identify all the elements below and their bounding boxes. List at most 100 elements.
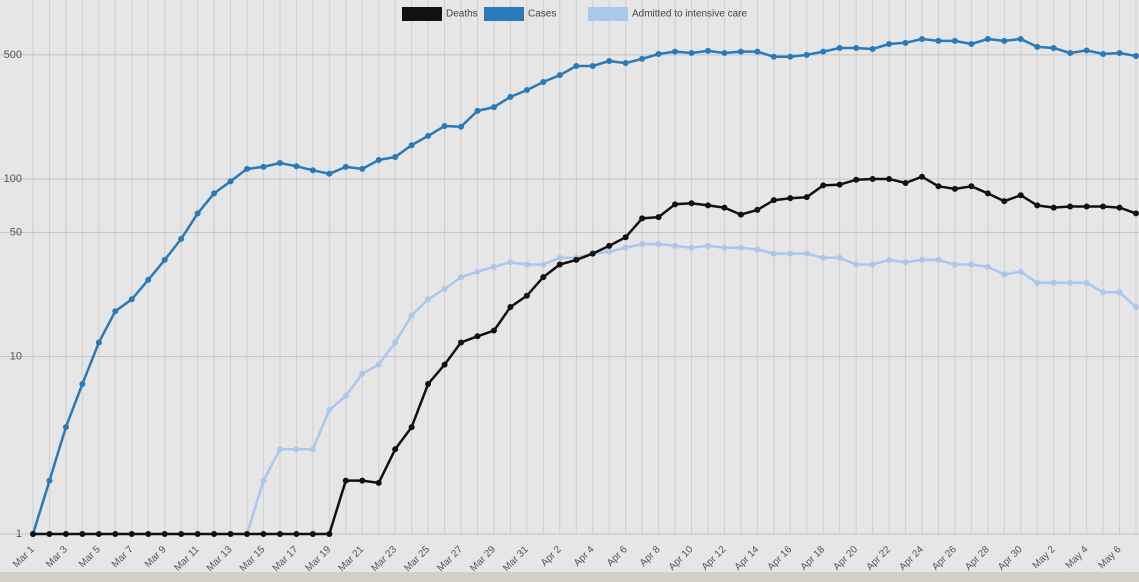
data-point [606,58,613,65]
data-point [309,167,316,174]
data-point [820,182,827,189]
data-point [606,242,613,249]
data-point [359,370,366,377]
data-point [902,39,909,46]
y-tick-label: 50 [10,226,22,238]
data-point [227,531,234,537]
data-point [458,123,465,130]
data-point [359,165,366,172]
data-point [260,477,267,484]
data-point [770,53,777,60]
data-point [540,274,547,281]
data-point [161,531,168,537]
data-point [1050,279,1057,286]
y-tick-label: 100 [4,173,22,185]
y-tick-label: 10 [10,350,22,362]
data-point [441,122,448,129]
data-point [1034,202,1041,209]
data-point [836,45,843,52]
data-point [425,132,432,139]
data-point [375,479,382,486]
data-point [293,163,300,170]
data-point [836,181,843,188]
data-point [672,201,679,208]
data-point [1133,304,1139,311]
data-point [128,296,135,303]
data-point [754,206,761,213]
data-point [178,531,185,537]
data-point [1083,279,1090,286]
data-point [490,327,497,334]
data-point [1017,268,1024,275]
data-point [1001,37,1008,44]
data-point [62,424,69,431]
data-point [408,142,415,149]
data-point [30,531,36,537]
legend-swatch [588,7,628,21]
data-point [523,87,530,94]
data-point [507,259,514,266]
data-point [704,47,711,54]
data-point [211,531,218,537]
data-point [688,244,695,251]
data-point [869,261,876,268]
data-point [886,256,893,263]
legend-label: Deaths [446,9,478,20]
data-point [836,254,843,261]
data-point [935,183,942,190]
data-point [984,35,991,42]
data-point [951,261,958,268]
data-point [260,163,267,170]
data-point [688,200,695,207]
data-point [606,248,613,255]
data-point [589,63,596,70]
data-point [293,446,300,453]
data-point [425,296,432,303]
data-point [1116,289,1123,296]
data-point [1067,279,1074,286]
data-point [458,339,465,346]
data-point [556,72,563,79]
data-point [375,156,382,163]
data-point [1083,203,1090,210]
data-point [737,211,744,218]
data-point [392,446,399,453]
data-point [688,49,695,56]
data-point [244,165,251,172]
data-point [1133,210,1139,217]
data-point [408,312,415,319]
data-point [62,531,69,537]
data-point [46,531,53,537]
data-point [573,63,580,70]
data-point [309,531,316,537]
data-point [918,256,925,263]
data-point [1034,279,1041,286]
data-point [1067,203,1074,210]
data-point [507,93,514,100]
data-point [326,170,333,177]
data-point [359,477,366,484]
legend: Deaths Cases Admitted to intensive care [402,7,747,21]
data-point [951,185,958,192]
data-point [886,41,893,48]
data-point [622,234,629,241]
legend-label: Cases [528,9,556,20]
data-point [935,256,942,263]
data-point [540,261,547,268]
data-point [112,308,119,315]
data-point [161,256,168,263]
data-point [46,477,53,484]
data-point [820,48,827,55]
legend-swatch [402,7,442,21]
data-point [95,339,102,346]
data-point [194,210,201,217]
y-tick-label: 500 [4,49,22,61]
data-point [194,531,201,537]
data-point [145,276,152,283]
data-point [754,48,761,55]
data-point [803,51,810,58]
data-point [721,49,728,56]
data-point [474,333,481,340]
data-point [1100,51,1107,58]
data-point [342,163,349,170]
